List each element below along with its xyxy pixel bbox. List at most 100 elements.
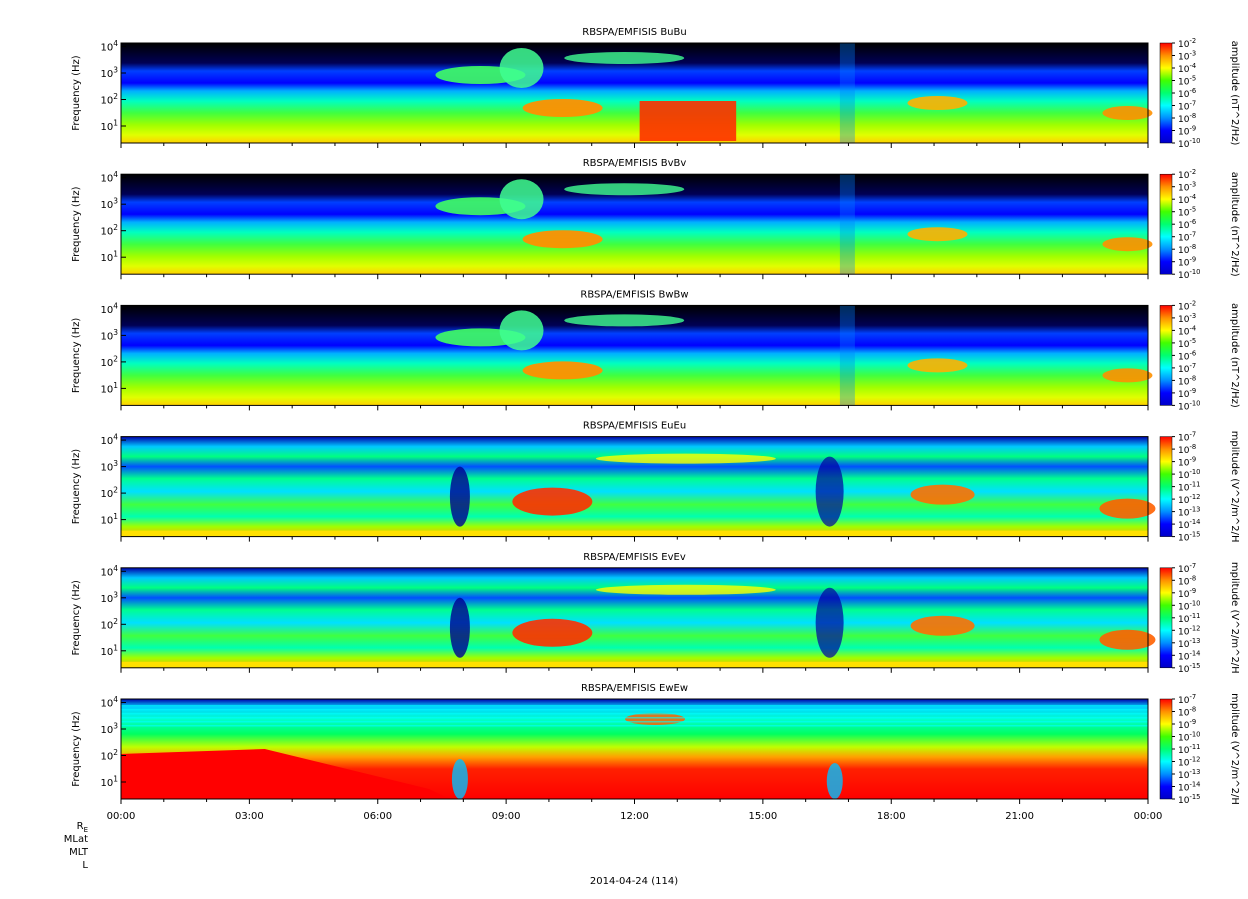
colorbar-tick-label: 10-5 xyxy=(1178,206,1196,219)
y-tick-label: 104 xyxy=(100,433,118,448)
panel-5: RBSPA/EMFISIS EvEv 101 102 103 104 Frequency … xyxy=(71,552,1240,675)
y-tick-label: 101 xyxy=(100,512,118,527)
colorbar xyxy=(1159,42,1173,144)
spectral-feature xyxy=(815,587,844,658)
colorbar-tick-label: 10-4 xyxy=(1178,62,1196,75)
y-tick-label: 102 xyxy=(100,354,118,369)
spectral-feature xyxy=(499,48,544,88)
spectral-feature xyxy=(1102,237,1153,252)
colorbar-tick-label: 10-5 xyxy=(1178,74,1196,87)
spectral-feature xyxy=(1102,368,1153,383)
panel-2: RBSPA/EMFISIS BvBv 101 102 103 104 Frequency … xyxy=(71,158,1240,281)
panel-1: RBSPA/EMFISIS BuBu 101 102 103 104 Frequency … xyxy=(71,27,1240,150)
colorbar-tick-label: 10-10 xyxy=(1178,599,1200,612)
colorbar-tick-label: 10-13 xyxy=(1178,637,1200,650)
colorbar-label: mplitude (V^2/m^2/H xyxy=(1229,693,1240,805)
y-axis-label: Frequency (Hz) xyxy=(71,55,82,131)
time-tick-label: 00:00 xyxy=(1134,811,1163,822)
spectral-feature xyxy=(121,530,1148,537)
colorbar-tick-label: 10-9 xyxy=(1178,718,1196,731)
colorbar-tick-label: 10-15 xyxy=(1178,662,1200,675)
time-tick-label: 18:00 xyxy=(877,811,906,822)
spectral-feature xyxy=(595,584,776,595)
time-tick-label: 09:00 xyxy=(492,811,521,822)
colorbar-tick-label: 10-9 xyxy=(1178,124,1196,137)
y-axis-label: Frequency (Hz) xyxy=(71,711,82,787)
y-tick-label: 103 xyxy=(100,197,118,212)
colorbar-label: amplitude (nT^2/Hz) xyxy=(1229,303,1240,408)
spectral-feature xyxy=(907,358,968,373)
colorbar-tick-label: 10-2 xyxy=(1178,168,1196,181)
y-tick-label: 103 xyxy=(100,66,118,81)
colorbar-tick-label: 10-9 xyxy=(1178,387,1196,400)
spectral-feature xyxy=(121,661,1148,668)
y-tick-label: 104 xyxy=(100,170,118,185)
spectral-feature xyxy=(499,310,544,351)
spectral-feature xyxy=(512,487,593,516)
time-tick-label: 03:00 xyxy=(235,811,264,822)
colorbar-tick-label: 10-13 xyxy=(1178,506,1200,519)
colorbar-tick-label: 10-10 xyxy=(1178,468,1200,481)
spectral-feature xyxy=(564,183,685,196)
colorbar-tick-label: 10-10 xyxy=(1178,268,1200,281)
y-tick-label: 104 xyxy=(100,695,118,710)
colorbar-tick-label: 10-12 xyxy=(1178,755,1200,768)
spectral-feature xyxy=(564,52,685,64)
ephem-label-mlat: MLat xyxy=(64,834,88,845)
colorbar-tick-label: 10-10 xyxy=(1178,730,1200,743)
y-tick-label: 102 xyxy=(100,748,118,763)
colorbar-tick-label: 10-2 xyxy=(1178,299,1196,312)
y-tick-label: 101 xyxy=(100,119,118,134)
colorbar-tick-label: 10-6 xyxy=(1178,87,1196,100)
colorbar-tick-label: 10-6 xyxy=(1178,349,1196,362)
colorbar-tick-label: 10-8 xyxy=(1178,574,1196,587)
colorbar-tick-label: 10-12 xyxy=(1178,624,1200,637)
y-tick-label: 101 xyxy=(100,775,118,790)
spectral-feature xyxy=(1099,629,1156,650)
colorbar xyxy=(1159,698,1173,800)
colorbar-tick-label: 10-3 xyxy=(1178,49,1196,62)
time-tick-label: 12:00 xyxy=(620,811,649,822)
colorbar-tick-label: 10-3 xyxy=(1178,312,1196,325)
spectral-feature xyxy=(639,101,737,141)
colorbar-tick-label: 10-12 xyxy=(1178,493,1200,506)
y-axis-label: Frequency (Hz) xyxy=(71,318,82,394)
spectral-feature xyxy=(522,230,603,249)
time-tick-label: 06:00 xyxy=(363,811,392,822)
colorbar-tick-label: 10-11 xyxy=(1178,612,1200,625)
y-tick-label: 102 xyxy=(100,617,118,632)
spectral-feature xyxy=(1102,106,1153,120)
colorbar-label: mplitude (V^2/m^2/H xyxy=(1229,562,1240,674)
colorbar-tick-label: 10-7 xyxy=(1178,431,1196,444)
y-axis-label: Frequency (Hz) xyxy=(71,449,82,525)
panel-title: RBSPA/EMFISIS EvEv xyxy=(583,552,686,563)
spectral-feature xyxy=(625,713,686,725)
colorbar xyxy=(1159,567,1173,669)
y-tick-label: 104 xyxy=(100,564,118,579)
colorbar-tick-label: 10-7 xyxy=(1178,362,1196,375)
spectral-feature xyxy=(451,759,468,799)
y-tick-label: 102 xyxy=(100,486,118,501)
colorbar-tick-label: 10-14 xyxy=(1178,518,1200,531)
spectral-feature xyxy=(595,453,776,464)
spectral-feature xyxy=(121,721,1148,723)
colorbar-tick-label: 10-4 xyxy=(1178,324,1196,337)
colorbar xyxy=(1159,436,1173,537)
spectral-feature xyxy=(564,314,685,327)
time-tick-label: 21:00 xyxy=(1005,811,1034,822)
colorbar-label: amplitude (nT^2/Hz) xyxy=(1229,172,1240,277)
panels: RBSPA/EMFISIS BuBu 101 102 103 104 Frequency … xyxy=(71,27,1240,806)
y-tick-label: 102 xyxy=(100,223,118,238)
colorbar-tick-label: 10-14 xyxy=(1178,780,1200,793)
colorbar-tick-label: 10-5 xyxy=(1178,337,1196,350)
colorbar-tick-label: 10-7 xyxy=(1178,562,1196,575)
panel-title: RBSPA/EMFISIS EuEu xyxy=(583,421,686,432)
colorbar-tick-label: 10-8 xyxy=(1178,705,1196,718)
colorbar-tick-label: 10-7 xyxy=(1178,99,1196,112)
colorbar-tick-label: 10-8 xyxy=(1178,243,1196,256)
y-tick-label: 103 xyxy=(100,459,118,474)
colorbar xyxy=(1159,173,1173,275)
y-tick-label: 104 xyxy=(100,301,118,316)
colorbar-tick-label: 10-14 xyxy=(1178,649,1200,662)
